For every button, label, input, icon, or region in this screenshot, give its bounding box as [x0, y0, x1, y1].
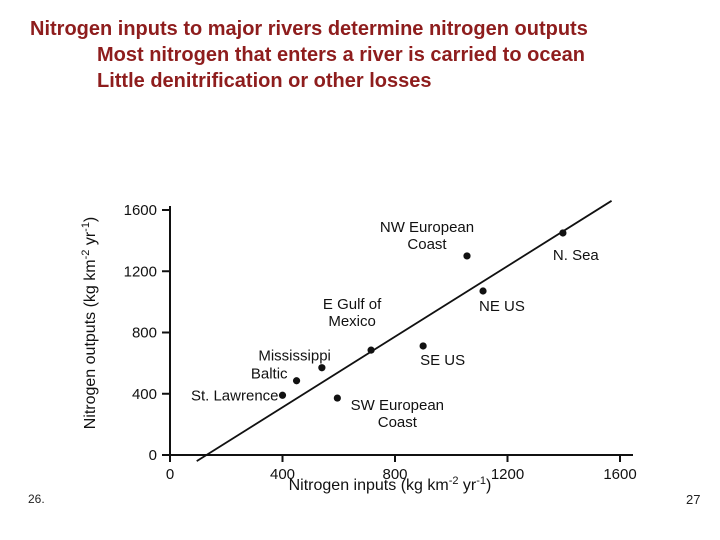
data-point	[278, 391, 287, 399]
data-point	[292, 377, 301, 385]
title-line-1: Nitrogen inputs to major rivers determin…	[30, 18, 588, 40]
data-point	[479, 287, 487, 295]
y-tick-label: 800	[132, 325, 157, 342]
slide-number: 27	[686, 492, 701, 507]
y-tick-label: 1600	[124, 202, 157, 219]
fit-line	[196, 200, 613, 462]
data-point-label: Mississippi	[258, 348, 331, 365]
data-point	[559, 229, 567, 237]
scatter-chart: 0 400 800 1200 1600 0 400 800 1200 1600 St. Lawren…	[50, 168, 650, 498]
data-point-label: St. Lawrence	[191, 387, 279, 404]
x-tick-label: 1200	[491, 466, 524, 483]
y-tick-label: 1200	[124, 263, 157, 280]
x-axis-label: Nitrogen inputs (kg km-2 yr-1)	[289, 475, 492, 494]
x-tick-label: 400	[270, 466, 295, 483]
data-point	[367, 346, 375, 354]
data-point-label: SW European Coast	[351, 397, 444, 431]
data-point	[419, 342, 427, 350]
footer-left-number: 26.	[28, 492, 45, 506]
data-point	[333, 394, 341, 402]
data-point-label: E Gulf of Mexico	[323, 296, 382, 330]
y-tick-label: 400	[132, 386, 157, 403]
y-tick-label: 0	[149, 447, 157, 464]
scatter-plot-svg: 0 400 800 1200 1600 0 400 800 1200 1600 St. Lawren…	[80, 200, 637, 494]
x-tick-label: 0	[166, 466, 174, 483]
data-point-label: Baltic	[251, 366, 288, 383]
data-point-label: N. Sea	[553, 247, 600, 264]
title-line-2: Most nitrogen that enters a river is car…	[97, 44, 585, 66]
data-point-label: SE US	[420, 352, 465, 369]
x-tick-label: 1600	[603, 466, 636, 483]
data-point	[463, 252, 471, 260]
x-tick-label: 800	[382, 466, 407, 483]
data-point	[318, 364, 326, 372]
data-point-label: NW European Coast	[380, 219, 474, 253]
y-axis-label: Nitrogen outputs (kg km-2 yr-1)	[80, 217, 99, 430]
data-point-label: NE US	[479, 298, 525, 315]
slide-title: Nitrogen inputs to major rivers determin…	[30, 16, 704, 94]
title-line-3: Little denitrification or other losses	[97, 70, 432, 92]
